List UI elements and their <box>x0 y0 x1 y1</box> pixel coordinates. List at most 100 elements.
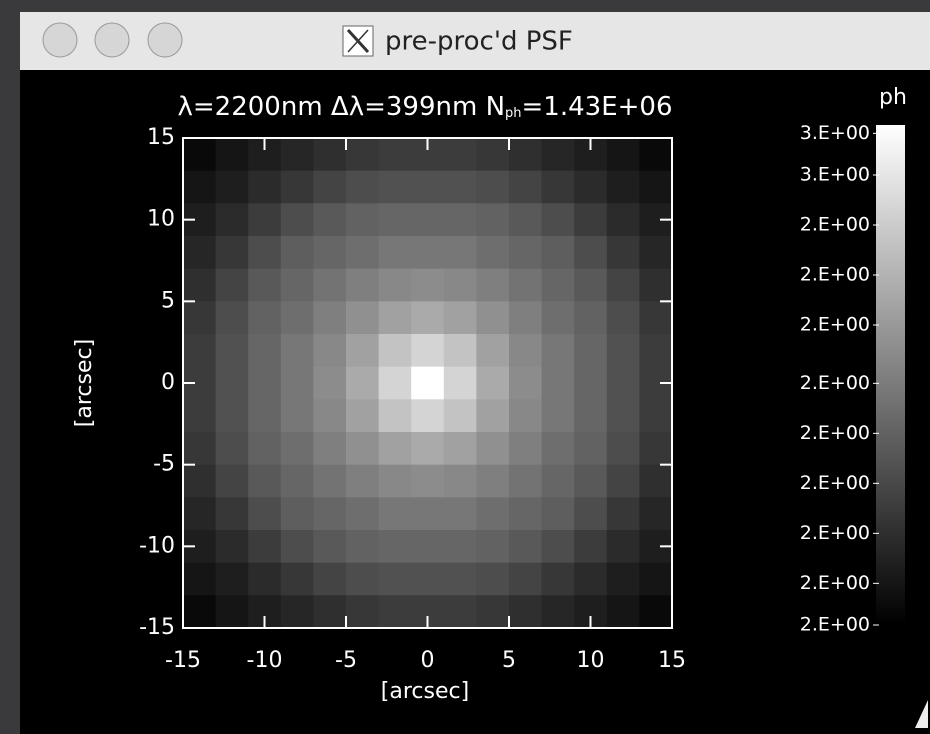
heatmap-cell <box>379 334 412 367</box>
heatmap-cell <box>574 171 607 204</box>
heatmap-cell <box>509 171 542 204</box>
heatmap-cell <box>574 399 607 432</box>
heatmap-cell <box>509 530 542 563</box>
heatmap-cell <box>379 465 412 498</box>
heatmap-cell <box>379 269 412 302</box>
heatmap-cell <box>346 367 379 400</box>
heatmap-cell <box>444 530 477 563</box>
heatmap-cell <box>379 432 412 465</box>
heatmap-cell <box>346 138 379 171</box>
heatmap-cell <box>639 595 672 628</box>
heatmap-cell <box>607 203 640 236</box>
heatmap-cell <box>476 203 509 236</box>
heatmap-cell <box>542 497 575 530</box>
heatmap-cell <box>281 465 314 498</box>
heatmap-cell <box>313 497 346 530</box>
heatmap-cell <box>281 269 314 302</box>
heatmap-cell <box>542 399 575 432</box>
heatmap-cell <box>346 497 379 530</box>
x-tick-label: 15 <box>658 648 686 673</box>
heatmap-cell <box>411 530 444 563</box>
heatmap-cell <box>444 497 477 530</box>
heatmap-cell <box>216 367 249 400</box>
colorbar-tick-label: 2.E+00 <box>800 214 870 236</box>
heatmap-cell <box>216 236 249 269</box>
heatmap-cell <box>444 399 477 432</box>
x-axis-label: [arcsec] <box>381 679 469 704</box>
heatmap-cell <box>379 563 412 596</box>
heatmap-cell <box>216 334 249 367</box>
heatmap-cell <box>476 465 509 498</box>
heatmap-cell <box>476 530 509 563</box>
heatmap-cell <box>476 432 509 465</box>
heatmap-cell <box>216 465 249 498</box>
heatmap-cell <box>379 138 412 171</box>
heatmap-cell <box>444 171 477 204</box>
zoom-button[interactable] <box>148 23 182 57</box>
heatmap-cell <box>248 563 281 596</box>
heatmap-cell <box>216 595 249 628</box>
y-tick-label: 5 <box>161 288 175 313</box>
heatmap-cell <box>444 301 477 334</box>
heatmap-cell <box>281 399 314 432</box>
heatmap-cell <box>607 465 640 498</box>
colorbar-tick-label: 3.E+00 <box>800 122 870 144</box>
heatmap-cell <box>281 301 314 334</box>
heatmap-cell <box>346 432 379 465</box>
heatmap-cell <box>313 595 346 628</box>
heatmap-cell <box>639 497 672 530</box>
heatmap-cell <box>379 399 412 432</box>
x-tick-label: -10 <box>247 648 283 673</box>
heatmap-cell <box>607 530 640 563</box>
title-end: =1.43E+06 <box>522 92 673 122</box>
window-title: pre-proc'd PSF <box>385 27 573 57</box>
heatmap-cell <box>411 236 444 269</box>
heatmap-cell <box>248 399 281 432</box>
heatmap-cell <box>542 203 575 236</box>
heatmap-cell <box>607 367 640 400</box>
heatmap-cell <box>216 497 249 530</box>
heatmap-cell <box>607 171 640 204</box>
heatmap-cell <box>476 399 509 432</box>
heatmap-cell <box>574 236 607 269</box>
heatmap-cell <box>346 334 379 367</box>
heatmap-cell <box>639 563 672 596</box>
heatmap-cell <box>574 530 607 563</box>
colorbar-tick-label: 2.E+00 <box>800 614 870 636</box>
heatmap-cell <box>639 334 672 367</box>
x-tick-label: 10 <box>577 648 605 673</box>
heatmap-cell <box>346 203 379 236</box>
heatmap-cell <box>183 269 216 302</box>
minimize-button[interactable] <box>95 23 129 57</box>
heatmap-cell <box>444 595 477 628</box>
heatmap-cell <box>411 203 444 236</box>
heatmap-cell <box>411 497 444 530</box>
heatmap-cell <box>574 432 607 465</box>
heatmap-cell <box>509 497 542 530</box>
heatmap-cell <box>574 269 607 302</box>
heatmap-cell <box>248 432 281 465</box>
heatmap-cell <box>248 171 281 204</box>
heatmap-cell <box>281 171 314 204</box>
heatmap-cell <box>183 563 216 596</box>
close-button[interactable] <box>43 23 77 57</box>
heatmap-cell <box>411 465 444 498</box>
y-tick-label: -10 <box>139 533 175 558</box>
heatmap-cell <box>476 236 509 269</box>
heatmap-cell <box>509 236 542 269</box>
heatmap-cell <box>607 301 640 334</box>
heatmap-cell <box>509 399 542 432</box>
heatmap-cell <box>607 138 640 171</box>
heatmap-cell <box>411 269 444 302</box>
heatmap-cell <box>542 432 575 465</box>
colorbar-tick-label: 2.E+00 <box>800 264 870 286</box>
colorbar-tick-label: 2.E+00 <box>800 472 870 494</box>
heatmap-cell <box>281 563 314 596</box>
heatmap-cell <box>248 334 281 367</box>
heatmap-cell <box>639 432 672 465</box>
heatmap-cell <box>281 432 314 465</box>
heatmap-cell <box>509 432 542 465</box>
x-tick-label: 5 <box>502 648 516 673</box>
heatmap-cell <box>183 465 216 498</box>
y-tick-label: -15 <box>139 615 175 640</box>
